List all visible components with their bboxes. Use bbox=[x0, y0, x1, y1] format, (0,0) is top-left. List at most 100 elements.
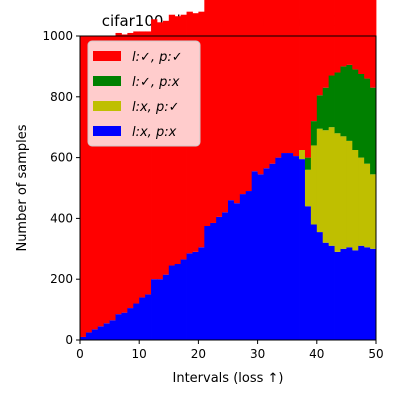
x-tick-label-1: 10 bbox=[132, 347, 147, 361]
area-segment-3-34 bbox=[281, 0, 288, 154]
area-segment-3-41 bbox=[322, 0, 330, 88]
area-segment-2-46 bbox=[352, 69, 359, 150]
area-segment-3-48 bbox=[364, 0, 371, 79]
area-segment-1-40 bbox=[316, 128, 324, 233]
area-segment-0-16 bbox=[174, 264, 182, 340]
area-segment-0-38 bbox=[304, 206, 312, 340]
area-segment-3-21 bbox=[204, 0, 211, 226]
area-segment-1-39 bbox=[310, 145, 318, 225]
area-segment-0-32 bbox=[269, 163, 276, 340]
area-segment-1-41 bbox=[322, 130, 330, 243]
area-segment-0-29 bbox=[251, 171, 258, 340]
area-segment-1-47 bbox=[358, 157, 365, 246]
area-segment-2-40 bbox=[316, 95, 324, 129]
area-segment-3-25 bbox=[228, 0, 235, 201]
area-segment-0-48 bbox=[364, 247, 371, 340]
legend-swatch-1 bbox=[93, 76, 121, 86]
y-tick-label-4: 800 bbox=[50, 90, 73, 104]
area-segment-3-31 bbox=[263, 0, 270, 169]
y-axis-label: Number of samples bbox=[15, 124, 30, 251]
area-segment-3-3 bbox=[97, 36, 105, 327]
area-segment-3-26 bbox=[233, 0, 241, 204]
area-segment-2-47 bbox=[358, 74, 365, 158]
area-segment-0-19 bbox=[192, 251, 199, 340]
y-axis: 0 200 400 600 800 1000 bbox=[42, 29, 80, 347]
area-segment-1-49 bbox=[370, 174, 377, 249]
area-segment-3-40 bbox=[316, 0, 324, 96]
area-segment-3-8 bbox=[127, 32, 134, 309]
area-segment-3-35 bbox=[287, 0, 294, 154]
area-segment-2-39 bbox=[310, 121, 318, 146]
x-tick-label-2: 20 bbox=[191, 347, 206, 361]
area-segment-0-34 bbox=[281, 153, 288, 340]
area-segment-3-36 bbox=[293, 0, 300, 157]
legend-swatch-3 bbox=[93, 126, 121, 136]
area-segment-3-28 bbox=[245, 0, 253, 192]
area-segment-3-30 bbox=[257, 0, 264, 175]
area-segment-0-9 bbox=[133, 303, 140, 340]
area-segment-3-13 bbox=[156, 22, 164, 280]
legend-label-1: l:✓, p:x bbox=[132, 75, 180, 90]
area-segment-2-48 bbox=[364, 78, 371, 164]
area-segment-0-30 bbox=[257, 174, 264, 340]
area-segment-0-8 bbox=[127, 308, 134, 340]
area-segment-0-10 bbox=[139, 297, 146, 340]
area-segment-0-47 bbox=[358, 245, 365, 340]
y-tick-label-3: 600 bbox=[50, 151, 73, 165]
area-segment-1-38 bbox=[304, 169, 312, 207]
area-segment-3-22 bbox=[210, 0, 217, 223]
area-segment-0-33 bbox=[275, 157, 282, 340]
area-segment-0-14 bbox=[162, 274, 170, 340]
area-segment-3-45 bbox=[346, 0, 353, 65]
legend-label-2: l:x, p:✓ bbox=[132, 100, 179, 115]
y-tick-label-1: 200 bbox=[50, 272, 73, 286]
y-tick-label-5: 1000 bbox=[42, 29, 73, 43]
area-segment-0-36 bbox=[293, 156, 300, 340]
x-tick-label-3: 30 bbox=[250, 347, 265, 361]
area-segment-0-40 bbox=[316, 232, 324, 340]
area-segment-0-24 bbox=[222, 212, 229, 340]
area-segment-0-13 bbox=[156, 279, 164, 340]
area-segment-0-28 bbox=[245, 191, 253, 340]
area-segment-1-48 bbox=[364, 163, 371, 248]
area-segment-1-44 bbox=[340, 136, 347, 249]
legend-swatch-2 bbox=[93, 101, 121, 111]
area-segment-3-11 bbox=[145, 31, 152, 295]
x-axis-label: Intervals (loss ↑) bbox=[173, 371, 284, 386]
x-axis: 0 10 20 30 40 50 bbox=[76, 340, 384, 361]
area-segment-0-1 bbox=[85, 332, 93, 340]
area-segment-3-4 bbox=[103, 36, 110, 324]
area-segment-0-21 bbox=[204, 226, 211, 340]
area-segment-0-49 bbox=[370, 248, 377, 340]
area-segment-1-43 bbox=[334, 133, 341, 252]
area-segment-3-7 bbox=[121, 34, 128, 313]
area-segment-0-46 bbox=[352, 250, 359, 340]
area-segment-3-46 bbox=[352, 0, 359, 70]
area-segment-2-49 bbox=[370, 87, 377, 175]
area-segment-0-44 bbox=[340, 248, 347, 340]
area-segment-3-47 bbox=[358, 0, 365, 74]
area-segment-0-22 bbox=[210, 222, 217, 340]
area-segment-0-39 bbox=[310, 224, 318, 340]
area-segment-0-0 bbox=[80, 336, 87, 340]
legend-swatch-0 bbox=[93, 51, 121, 61]
area-segment-0-45 bbox=[346, 247, 353, 340]
area-segment-3-44 bbox=[340, 0, 347, 67]
area-segment-3-20 bbox=[198, 11, 205, 248]
area-segment-3-5 bbox=[109, 36, 116, 321]
area-segment-2-42 bbox=[328, 75, 335, 128]
area-segment-0-7 bbox=[121, 312, 128, 340]
x-tick-label-4: 40 bbox=[309, 347, 324, 361]
area-segment-2-45 bbox=[346, 64, 353, 141]
plot-frame bbox=[79, 35, 377, 341]
area-segment-0-20 bbox=[198, 247, 205, 340]
area-segment-3-2 bbox=[91, 36, 99, 330]
area-segment-3-49 bbox=[370, 0, 377, 88]
area-segment-3-33 bbox=[275, 0, 282, 158]
area-segment-3-24 bbox=[222, 0, 229, 213]
area-segment-0-4 bbox=[103, 323, 110, 340]
area-segment-0-5 bbox=[109, 320, 116, 340]
area-segment-0-41 bbox=[322, 242, 330, 340]
x-tick-label-5: 50 bbox=[368, 347, 383, 361]
area-segment-3-14 bbox=[162, 20, 170, 275]
